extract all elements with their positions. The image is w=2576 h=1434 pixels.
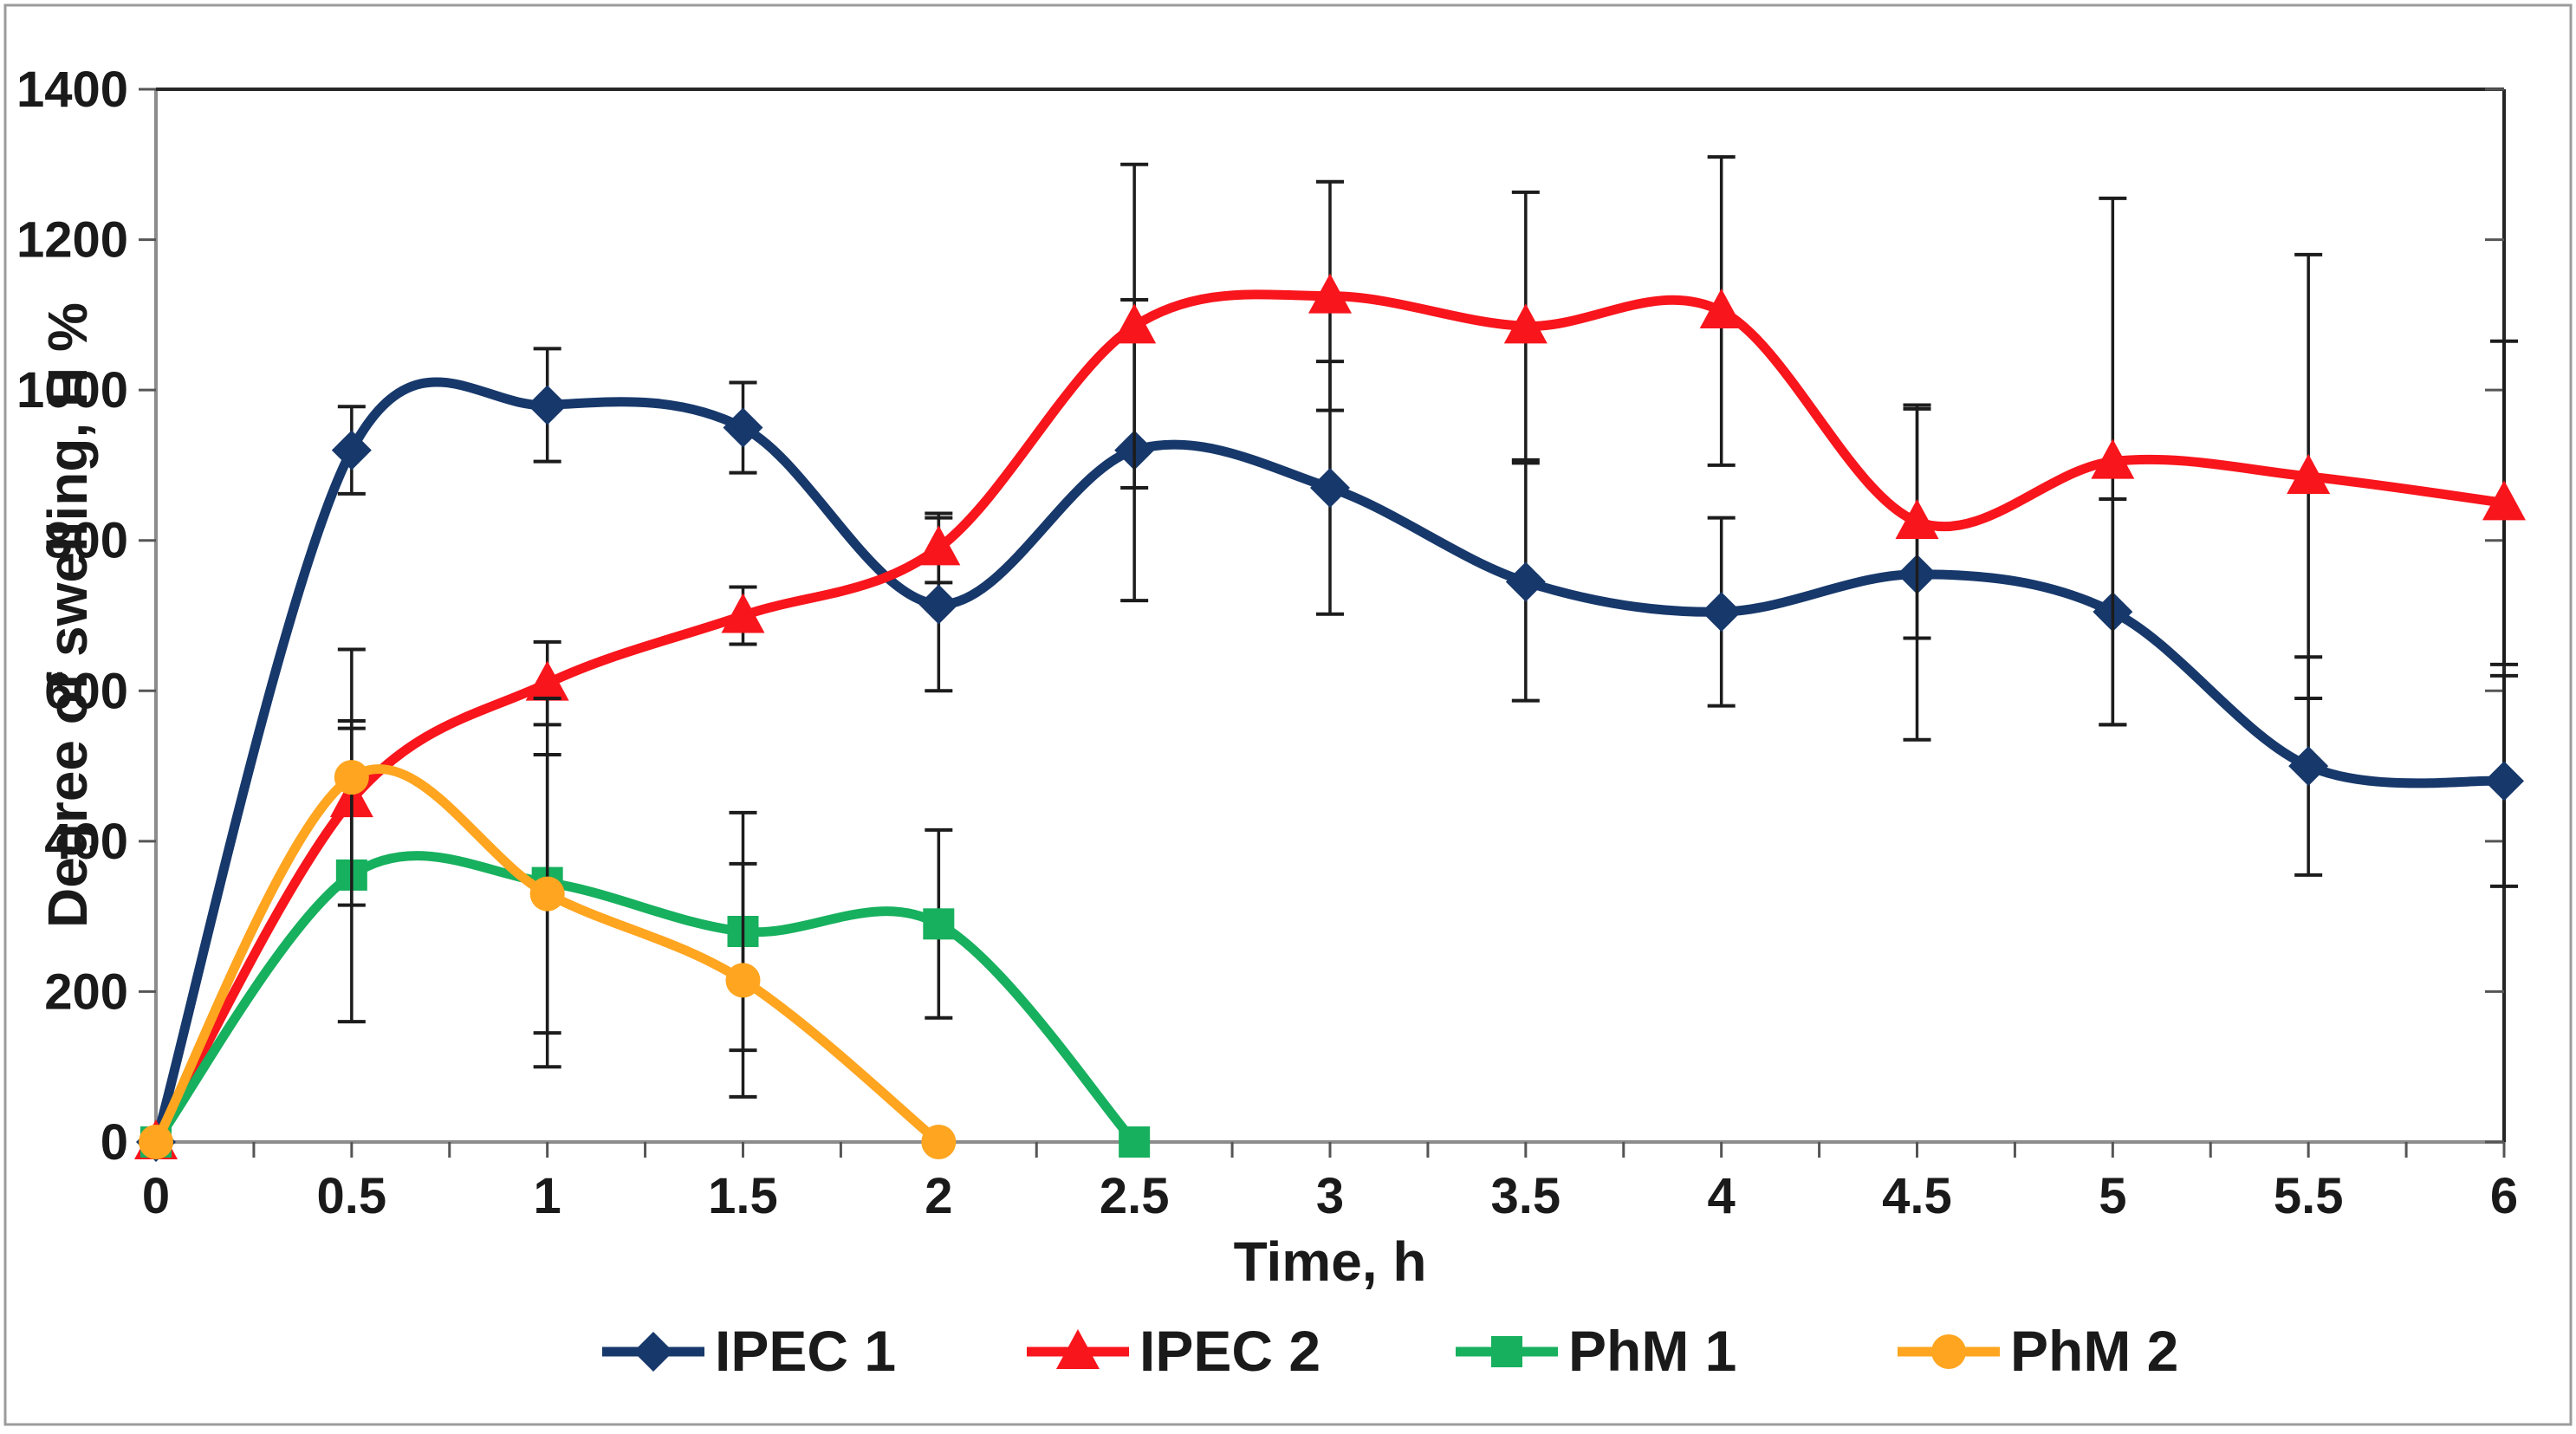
x-tick-label: 1 [534, 1168, 561, 1224]
x-tick-label: 4.5 [1882, 1168, 1952, 1224]
marker-IPEC-1 [1505, 561, 1546, 602]
y-tick-label: 600 [44, 663, 128, 719]
legend-item-PhM-2: PhM 2 [1898, 1319, 2178, 1383]
legend-marker-circle-icon [1931, 1334, 1966, 1369]
marker-IPEC-1 [2484, 761, 2524, 801]
y-tick-label: 800 [44, 513, 128, 569]
marker-PhM-2 [334, 760, 369, 795]
marker-IPEC-2 [917, 525, 961, 566]
marker-PhM-1 [923, 908, 955, 940]
x-tick-label: 3 [1316, 1168, 1344, 1224]
legend: IPEC 1 IPEC 2 PhM 1 PhM 2 [602, 1319, 2178, 1383]
marker-PhM-2 [139, 1125, 173, 1159]
legend-label: IPEC 2 [1139, 1319, 1320, 1383]
marker-IPEC-2 [1895, 499, 1939, 540]
y-tick-label: 0 [101, 1114, 128, 1171]
x-tick-label: 0.5 [317, 1168, 387, 1224]
x-axis-title: Time, h [1234, 1230, 1427, 1293]
marker-IPEC-2 [2482, 480, 2526, 521]
series-line-IPEC-2 [151, 289, 2509, 1147]
marker-PhM-2 [921, 1125, 957, 1159]
marker-IPEC-1 [723, 407, 763, 448]
x-tick-label: 1.5 [708, 1168, 778, 1224]
marker-IPEC-1 [918, 584, 959, 625]
x-tick-label: 6 [2490, 1168, 2518, 1224]
marker-IPEC-1 [1701, 592, 1742, 633]
x-tick-label: 5 [2099, 1168, 2126, 1224]
y-tick-label: 1400 [16, 62, 128, 118]
series-line-PhM-1 [151, 851, 1139, 1147]
plot-area: 0 200 400 600 800 1000 1200 1400 0 0.5 1 1.5 2 2.5 3 3.… [16, 62, 2526, 1224]
marker-IPEC-1 [1310, 467, 1350, 508]
legend-label: IPEC 1 [715, 1319, 896, 1383]
legend-marker-triangle-icon [1056, 1329, 1100, 1369]
marker-IPEC-1 [527, 385, 568, 425]
marker-IPEC-1 [2288, 746, 2329, 787]
y-tick-label: 200 [44, 964, 128, 1020]
legend-label: PhM 2 [2010, 1319, 2178, 1383]
legend-marker-diamond-icon [633, 1332, 673, 1372]
y-tick-label: 1200 [16, 212, 128, 269]
y-tick-label: 1000 [16, 362, 128, 419]
marker-IPEC-2 [1503, 303, 1548, 344]
marker-IPEC-1 [331, 430, 372, 470]
series-line-PhM-2 [151, 764, 944, 1147]
marker-IPEC-2 [1308, 273, 1352, 314]
legend-label: PhM 1 [1568, 1319, 1736, 1383]
marker-PhM-2 [725, 963, 761, 998]
marker-IPEC-2 [721, 593, 765, 633]
figure-border [3, 3, 2573, 1426]
marker-IPEC-2 [1113, 303, 1157, 344]
x-tick-label: 2 [925, 1168, 952, 1224]
marker-PhM-2 [529, 876, 565, 912]
marker-IPEC-2 [2091, 438, 2135, 479]
x-tick-label: 5.5 [2274, 1168, 2344, 1224]
legend-item-IPEC-1: IPEC 1 [602, 1319, 896, 1383]
marker-IPEC-2 [525, 660, 569, 701]
legend-item-PhM-1: PhM 1 [1456, 1319, 1736, 1383]
legend-marker-square-icon [1491, 1336, 1522, 1367]
marker-IPEC-2 [1699, 289, 1743, 329]
legend-item-IPEC-2: IPEC 2 [1027, 1319, 1320, 1383]
y-tick-label: 400 [44, 814, 128, 870]
x-tick-label: 2.5 [1100, 1168, 1170, 1224]
marker-IPEC-2 [2287, 453, 2331, 494]
series-PhM-2 [139, 647, 957, 1159]
x-tick-label: 3.5 [1491, 1168, 1561, 1224]
x-tick-label: 0 [142, 1168, 170, 1224]
y-axis-title: Degree of swelling, H % [36, 302, 99, 928]
marker-PhM-1 [1119, 1126, 1151, 1158]
x-tick-label: 4 [1708, 1168, 1736, 1224]
